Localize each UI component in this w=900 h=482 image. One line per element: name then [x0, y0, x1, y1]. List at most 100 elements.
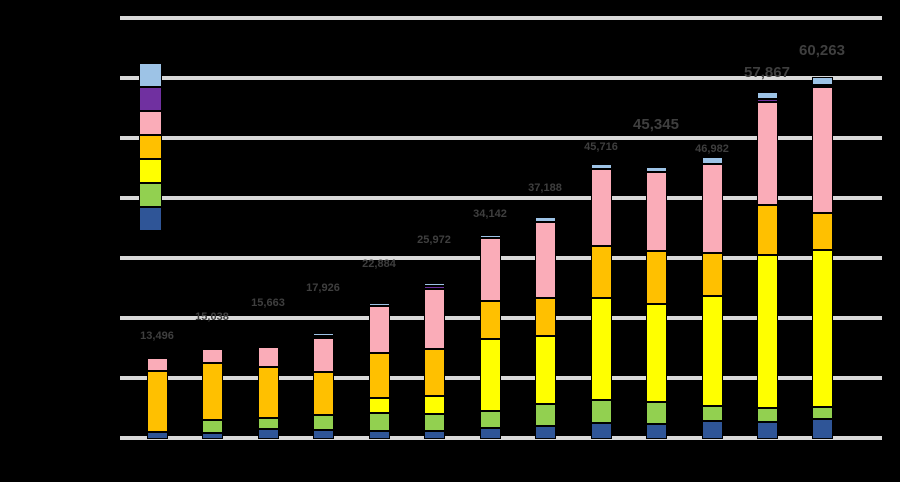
bar-segment-pink [201, 349, 223, 363]
bar-segment-navy [423, 431, 445, 439]
bar-segment-orange [811, 213, 833, 250]
bar-segment-lightblue [701, 157, 723, 164]
bar-value-label: 37,188 [528, 182, 562, 194]
bar-stack [645, 167, 667, 439]
bar-value-label: 46,982 [695, 143, 729, 155]
bar-segment-navy [479, 428, 501, 439]
bar-stack [811, 77, 833, 439]
bar-segment-green [312, 415, 334, 430]
bar-segment-green [479, 411, 501, 428]
bar-segment-lightblue [479, 235, 501, 238]
bar-stack [479, 235, 501, 439]
bar-segment-green [756, 408, 778, 422]
bar-segment-navy [312, 430, 334, 439]
bar-segment-navy [756, 422, 778, 439]
bar-value-label: 34,142 [473, 208, 507, 220]
bar-segment-navy [534, 426, 556, 439]
bar-segment-pink [368, 306, 390, 353]
bar-segment-lightblue [312, 333, 334, 336]
legend-chip-green [139, 183, 162, 207]
bar-stack [423, 283, 445, 439]
bar-segment-orange [590, 246, 612, 298]
bar-value-label: 13,496 [140, 330, 174, 342]
bar-segment-yellow [368, 398, 390, 413]
bar-segment-pink [479, 238, 501, 301]
bar-segment-yellow [534, 336, 556, 404]
bar-segment-orange [701, 253, 723, 296]
gridline [120, 16, 882, 20]
legend-item-pink [139, 111, 168, 135]
bar-stack [201, 349, 223, 439]
bar-segment-purple [312, 336, 334, 338]
bar-segment-navy [368, 431, 390, 439]
bar-segment-navy [701, 421, 723, 439]
bar-segment-green [811, 407, 833, 419]
bar-segment-purple [257, 345, 279, 347]
legend-chip-yellow [139, 159, 162, 183]
bar-segment-orange [423, 349, 445, 396]
gridline [120, 436, 882, 440]
bar-stack [257, 345, 279, 439]
bar-segment-yellow [811, 250, 833, 407]
bar-segment-orange [479, 301, 501, 339]
legend-item-purple [139, 87, 168, 111]
bar-value-label: 25,972 [417, 234, 451, 246]
bar-value-label: 60,263 [799, 42, 845, 59]
bar-segment-pink [645, 172, 667, 251]
bar-value-label: 22,884 [362, 258, 396, 270]
bar-segment-pink [423, 289, 445, 349]
bar-segment-lightblue [645, 167, 667, 172]
legend [139, 63, 168, 231]
bar-segment-green [201, 420, 223, 433]
bar-segment-green [423, 414, 445, 431]
bar-segment-green [368, 413, 390, 431]
bar-segment-pink [756, 102, 778, 205]
bar-segment-pink [312, 338, 334, 372]
legend-item-lightblue [139, 63, 168, 87]
bar-value-label: 57,867 [744, 64, 790, 81]
bar-segment-navy [146, 432, 168, 439]
legend-chip-orange [139, 135, 162, 159]
bar-segment-yellow [423, 396, 445, 414]
bar-segment-lightblue [756, 92, 778, 99]
bar-value-label: 45,716 [584, 141, 618, 153]
legend-chip-navy [139, 207, 162, 231]
bar-segment-lightblue [534, 217, 556, 222]
bar-value-label: 15,038 [195, 311, 229, 323]
bar-stack [146, 358, 168, 439]
legend-chip-pink [139, 111, 162, 135]
bar-segment-orange [257, 367, 279, 418]
bar-stack [590, 164, 612, 439]
bar-segment-lightblue [590, 164, 612, 169]
bar-stack [701, 157, 723, 439]
bar-segment-orange [368, 353, 390, 398]
bar-segment-yellow [645, 304, 667, 402]
bar-segment-orange [201, 363, 223, 420]
bar-segment-green [701, 406, 723, 421]
bar-segment-purple [423, 286, 445, 289]
bar-stack [534, 217, 556, 439]
bar-segment-lightblue [368, 303, 390, 306]
bar-value-label: 15,663 [251, 297, 285, 309]
bar-stack [756, 92, 778, 439]
bar-stack [312, 333, 334, 439]
bar-segment-pink [257, 347, 279, 367]
gridline [120, 136, 882, 140]
bar-segment-orange [534, 298, 556, 336]
bar-segment-lightblue [811, 77, 833, 85]
bar-segment-purple [811, 85, 833, 87]
bar-segment-orange [146, 371, 168, 432]
bar-segment-green [534, 404, 556, 426]
bar-segment-navy [811, 419, 833, 439]
bar-segment-navy [201, 433, 223, 439]
gridline [120, 76, 882, 80]
legend-item-yellow [139, 159, 168, 183]
bar-segment-green [590, 400, 612, 423]
legend-chip-lightblue [139, 63, 162, 87]
gridline [120, 256, 882, 260]
bar-segment-pink [146, 358, 168, 371]
legend-item-green [139, 183, 168, 207]
bar-segment-navy [257, 429, 279, 439]
gridline [120, 316, 882, 320]
